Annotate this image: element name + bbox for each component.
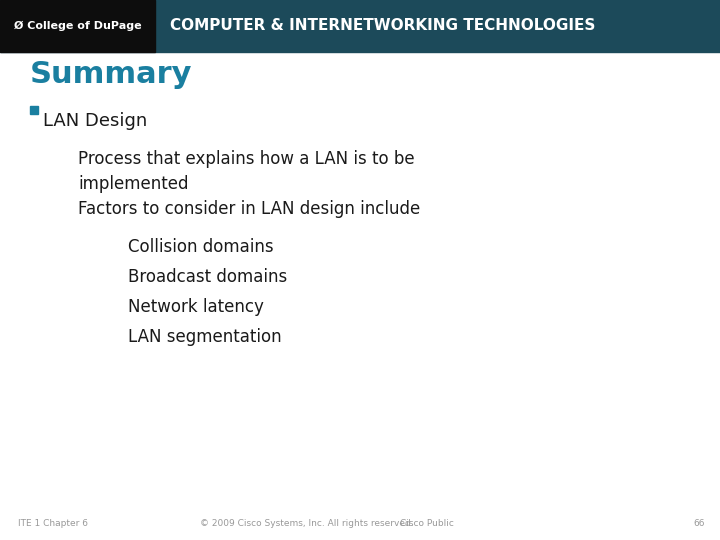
Text: © 2009 Cisco Systems, Inc. All rights reserved.: © 2009 Cisco Systems, Inc. All rights re… [200, 519, 413, 528]
Text: ITE 1 Chapter 6: ITE 1 Chapter 6 [18, 519, 88, 528]
Text: LAN Design: LAN Design [43, 112, 148, 130]
Text: Process that explains how a LAN is to be
implemented: Process that explains how a LAN is to be… [78, 150, 415, 193]
Text: LAN segmentation: LAN segmentation [128, 328, 282, 346]
Text: Broadcast domains: Broadcast domains [128, 268, 287, 286]
Text: Network latency: Network latency [128, 298, 264, 316]
Text: Cisco Public: Cisco Public [400, 519, 454, 528]
Text: 66: 66 [693, 519, 705, 528]
Text: Ø College of DuPage: Ø College of DuPage [14, 21, 141, 31]
Text: Summary: Summary [30, 60, 192, 89]
Bar [0, 0, 720, 52]
Bar [30, 106, 38, 114]
Text: COMPUTER & INTERNETWORKING TECHNOLOGIES: COMPUTER & INTERNETWORKING TECHNOLOGIES [170, 18, 595, 33]
Text: Factors to consider in LAN design include: Factors to consider in LAN design includ… [78, 200, 420, 218]
Text: Collision domains: Collision domains [128, 238, 274, 256]
Bar [0, 0, 155, 52]
